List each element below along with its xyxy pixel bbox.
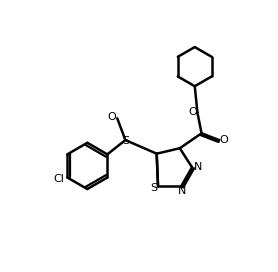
Text: Cl: Cl <box>54 174 64 184</box>
Text: S: S <box>122 136 129 146</box>
Text: N: N <box>194 162 202 172</box>
Text: O: O <box>219 135 228 144</box>
Text: N: N <box>178 186 187 196</box>
Text: O: O <box>188 107 197 116</box>
Text: O: O <box>107 112 116 122</box>
Text: S: S <box>150 184 158 193</box>
